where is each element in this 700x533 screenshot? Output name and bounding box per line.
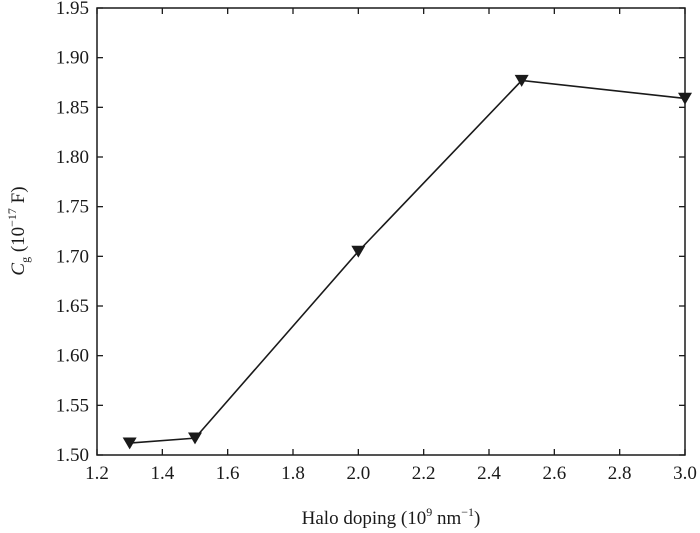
x-tick-label: 1.8: [281, 463, 305, 484]
x-tick-label: 2.0: [346, 463, 370, 484]
data-point-marker: [122, 437, 137, 450]
x-tick-label: 2.2: [412, 463, 436, 484]
y-tick-label: 1.75: [56, 197, 89, 218]
x-tick-label: 2.6: [542, 463, 566, 484]
x-tick-label: 1.6: [216, 463, 240, 484]
x-tick-label: 1.2: [85, 463, 109, 484]
x-tick-label: 2.8: [608, 463, 632, 484]
y-tick-label: 1.90: [56, 48, 89, 69]
y-tick-label: 1.80: [56, 147, 89, 168]
x-tick-label: 1.4: [150, 463, 174, 484]
x-tick-label: 3.0: [673, 463, 697, 484]
y-tick-label: 1.70: [56, 246, 89, 267]
series-markers: [122, 74, 692, 450]
y-axis-label: Cg (10−17 F): [5, 186, 32, 275]
data-point-marker: [188, 432, 202, 445]
data-point-marker: [514, 74, 529, 87]
y-tick-label: 1.60: [56, 346, 89, 367]
plot-frame: [96, 7, 686, 456]
y-tick-label: 1.50: [56, 445, 89, 466]
y-axis-ticks: 1.50 1.55 1.60 1.65 1.70 1.75 1.80 1.85 1.90 1.95: [56, 0, 685, 466]
x-tick-label: 2.4: [477, 463, 501, 484]
x-axis-ticks: 1.2 1.4 1.6 1.8 2.0 2.2 2.4 2.6 2.8 3.0: [85, 8, 697, 484]
data-point-marker: [678, 92, 692, 105]
y-tick-label: 1.55: [56, 395, 89, 416]
y-tick-label: 1.85: [56, 97, 89, 118]
data-point-marker: [351, 245, 366, 258]
y-tick-label: 1.95: [56, 0, 89, 19]
series-line: [129, 79, 686, 444]
y-tick-label: 1.65: [56, 296, 89, 317]
x-axis-label: Halo doping (109 nm−1): [302, 505, 481, 529]
